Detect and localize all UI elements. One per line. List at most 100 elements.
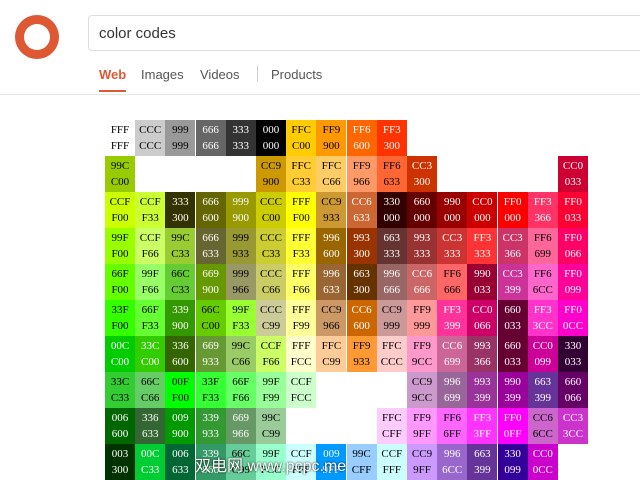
hex-top: FF6 — [533, 268, 552, 280]
hex-top: 999 — [232, 232, 250, 244]
hex-top: CC9 — [260, 160, 282, 172]
hex-top: 99F — [262, 376, 280, 388]
hex-top: 996 — [383, 268, 401, 280]
hex-bottom: 600 — [353, 320, 370, 332]
hex-bottom: 600 — [202, 212, 219, 224]
hex-bottom: C99 — [322, 356, 341, 368]
hex-top: 99C — [352, 448, 371, 460]
search-box[interactable]: color codes — [88, 15, 640, 51]
hex-top: CCC — [259, 232, 282, 244]
hex-bottom: 066 — [564, 248, 582, 260]
color-cell: 663 399 — [527, 372, 558, 408]
hex-top: FF9 — [352, 340, 371, 352]
hex-top: 330 — [383, 196, 401, 208]
hex-top: 999 — [172, 124, 189, 136]
hex-bottom: 699 — [443, 356, 461, 368]
hex-bottom: FFF — [110, 140, 130, 152]
color-cell: 663 399 — [467, 444, 498, 480]
hex-bottom: 900 — [232, 212, 250, 224]
hex-top: FFC — [382, 340, 402, 352]
color-cell: 666 666 — [195, 120, 226, 156]
color-cell: 993 366 — [467, 336, 498, 372]
color-cell: FF3 3FF — [467, 408, 498, 444]
hex-bottom: 366 — [504, 248, 521, 260]
hex-top: 009 — [172, 412, 189, 424]
color-cell: CC0 0CC — [527, 444, 558, 480]
hex-bottom: 699 — [534, 248, 552, 260]
hex-bottom: 600 — [111, 428, 129, 440]
tab[interactable]: Videos — [200, 67, 240, 82]
color-cell: CC6 699 — [437, 336, 468, 372]
color-cell: CCC C99 — [256, 300, 286, 336]
hex-bottom: 9CC — [411, 392, 433, 404]
color-cell: CCF FFF — [376, 444, 407, 480]
hex-bottom: 966 — [232, 428, 250, 440]
hex-bottom: 9FF — [322, 464, 341, 476]
hex-bottom: 633 — [141, 428, 159, 440]
hex-bottom: C66 — [231, 356, 250, 368]
color-cell: 669 966 — [225, 408, 256, 444]
hex-bottom: CFF — [351, 464, 372, 476]
hex-top: CC0 — [562, 160, 584, 172]
color-cell: 66F F33 — [135, 300, 166, 336]
color-cell: 99C C99 — [256, 408, 286, 444]
hex-bottom: C33 — [171, 284, 190, 296]
color-cell: CC3 366 — [497, 228, 528, 264]
color-cell: FFF F00 — [286, 192, 317, 228]
hex-top: 993 — [474, 376, 491, 388]
hex-top: 99C — [231, 340, 250, 352]
color-cell: 66C C33 — [165, 264, 196, 300]
hex-top: FF0 — [564, 196, 582, 208]
hex-top: CC9 — [411, 376, 433, 388]
hex-top: 66F — [111, 268, 129, 280]
hex-top: 33C — [141, 340, 160, 352]
hex-top: CC6 — [351, 196, 372, 208]
color-cell: 66C C66 — [135, 372, 166, 408]
color-cell: 339 966 — [195, 444, 226, 480]
hex-bottom: 000 — [504, 212, 521, 224]
color-cell: CCF F66 — [135, 228, 166, 264]
hex-bottom: F33 — [141, 212, 159, 224]
color-cell: FFC CFF — [376, 408, 407, 444]
hex-bottom: F66 — [141, 248, 159, 260]
hex-bottom: 900 — [172, 428, 189, 440]
hex-bottom: 933 — [232, 248, 250, 260]
color-cell: FFC CCC — [376, 336, 407, 372]
color-cell: FFF F33 — [286, 228, 317, 264]
color-cell: 330 033 — [558, 336, 588, 372]
hex-bottom: 000 — [262, 140, 280, 152]
hex-top: 66C — [201, 304, 220, 316]
color-cell: 660 066 — [558, 372, 588, 408]
color-cell: CCC C00 — [256, 192, 286, 228]
hex-bottom: 6FF — [443, 428, 462, 440]
hex-bottom: FFF — [382, 464, 401, 476]
hex-bottom: 399 — [504, 392, 521, 404]
hex-bottom: 300 — [111, 464, 129, 476]
hex-top: FF6 — [443, 268, 462, 280]
color-cell: 33F F00 — [105, 300, 135, 336]
color-cell: 663 300 — [346, 264, 377, 300]
color-cell: 006 633 — [165, 444, 196, 480]
hex-top: 663 — [474, 448, 491, 460]
hex-top: 996 — [443, 376, 461, 388]
hex-top: 33F — [111, 304, 129, 316]
logo[interactable] — [15, 15, 59, 59]
color-cell: 66F F00 — [105, 264, 135, 300]
tab[interactable]: Products — [271, 67, 323, 82]
hex-bottom: C66 — [261, 284, 281, 296]
color-cell: FFF FFF — [105, 120, 135, 156]
hex-top: FF9 — [413, 304, 431, 316]
hex-top: CCC — [259, 196, 282, 208]
hex-top: CCC — [139, 124, 162, 136]
hex-bottom: 300 — [353, 248, 370, 260]
hex-bottom: 066 — [564, 392, 582, 404]
hex-bottom: F33 — [141, 320, 159, 332]
color-cell: CC9 966 — [316, 300, 347, 336]
tab[interactable]: Web — [99, 67, 127, 92]
color-cell: 993 300 — [346, 228, 377, 264]
hex-top: 660 — [413, 196, 431, 208]
hex-top: 993 — [353, 232, 370, 244]
hex-top: FFF — [292, 268, 311, 280]
hex-top: FFC — [321, 160, 342, 172]
tab[interactable]: Images — [141, 67, 184, 82]
